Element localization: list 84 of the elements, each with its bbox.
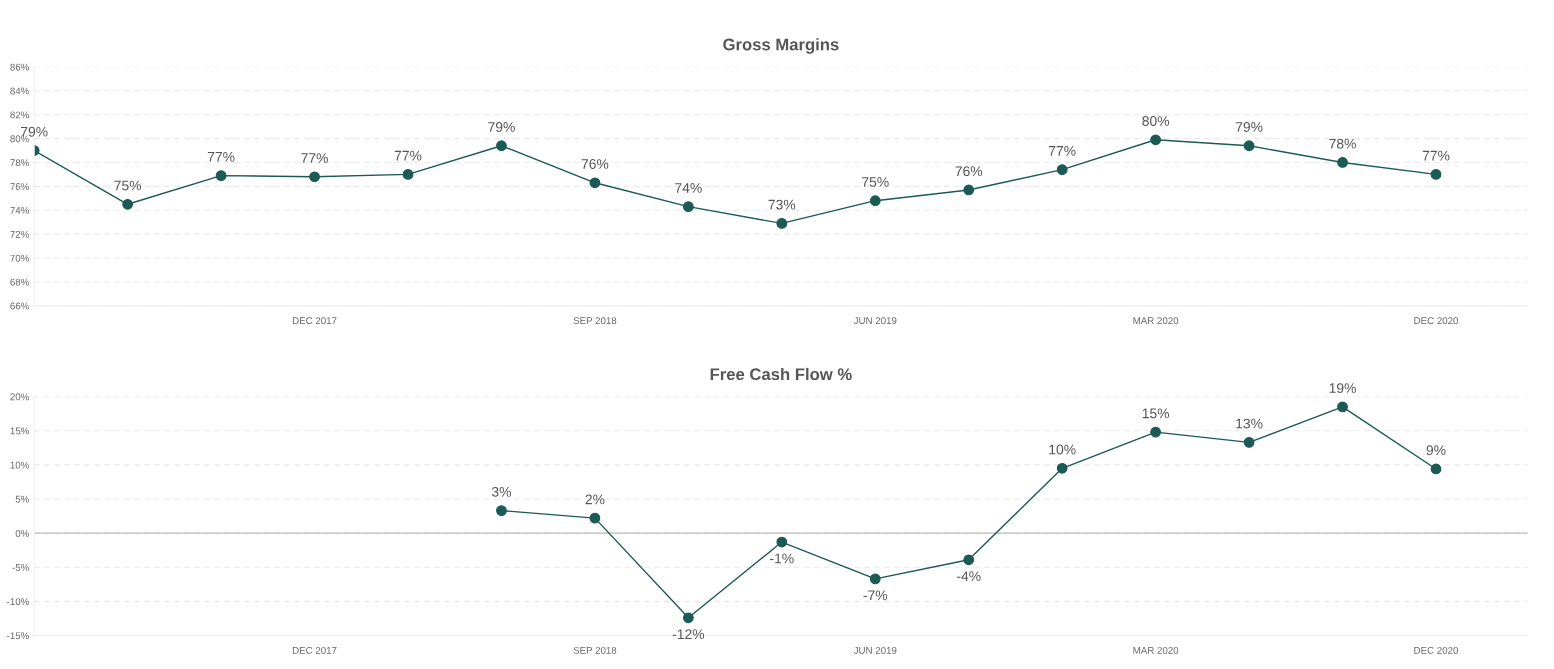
y-tick-label: 72% (10, 230, 29, 238)
point (1243, 436, 1255, 448)
point (589, 177, 601, 189)
point (1430, 463, 1442, 475)
data-label: 79% (488, 122, 515, 132)
x-tick-label: MAR 2020 (1133, 646, 1179, 654)
point (1150, 426, 1162, 438)
y-tick-label: 84% (10, 87, 29, 95)
chart-title: Free Cash Flow % (710, 367, 852, 381)
point (1337, 157, 1348, 168)
data-label: 77% (1048, 146, 1076, 156)
data-label: 80% (1142, 116, 1170, 126)
point (215, 170, 227, 181)
point (1150, 134, 1162, 146)
data-label: -7% (863, 590, 888, 601)
data-label: 77% (301, 153, 328, 163)
data-label: 76% (581, 159, 609, 169)
y-tick-label: 78% (10, 159, 29, 167)
point (402, 169, 414, 180)
y-tick-label: 86% (10, 63, 29, 71)
chart-title: Gross Margins (723, 38, 839, 54)
point (122, 198, 134, 210)
x-tick-label: SEP 2018 (573, 646, 617, 654)
point (963, 554, 975, 566)
data-label: 74% (675, 183, 702, 193)
data-label: 78% (1329, 138, 1356, 149)
data-label: 76% (955, 166, 983, 177)
point (309, 171, 320, 183)
x-tick-label: DEC 2017 (292, 646, 337, 654)
point (963, 184, 975, 196)
x-tick-label: DEC 2020 (1414, 317, 1459, 325)
y-tick-label: 80% (10, 135, 29, 143)
data-label: 77% (207, 151, 235, 162)
point (1337, 401, 1348, 413)
y-tick-label: 20% (10, 393, 29, 401)
data-label: 79% (21, 126, 48, 137)
point (1056, 164, 1068, 176)
data-label: 15% (1142, 408, 1170, 419)
data-label: -1% (770, 553, 794, 564)
x-tick-label: MAR 2020 (1133, 317, 1179, 325)
y-tick-label: 74% (10, 207, 29, 214)
y-tick-label: 66% (10, 302, 29, 310)
data-label: 19% (1329, 383, 1356, 393)
point (1430, 169, 1442, 180)
data-label: 77% (1422, 150, 1450, 161)
y-tick-label: 0% (15, 529, 29, 537)
point (869, 195, 881, 207)
data-label: 73% (768, 199, 796, 210)
y-tick-label: 70% (10, 254, 29, 262)
data-label: 3% (491, 486, 511, 497)
data-label: 77% (394, 150, 422, 161)
y-tick-label: 15% (10, 427, 29, 435)
y-tick-label: 82% (10, 111, 29, 119)
point (682, 612, 694, 624)
data-label: -12% (672, 629, 705, 640)
y-tick-label: -5% (12, 564, 29, 571)
x-tick-label: SEP 2018 (573, 317, 617, 325)
x-tick-label: JUN 2019 (853, 317, 897, 325)
y-tick-label: 76% (10, 183, 29, 190)
data-label: -4% (956, 571, 981, 582)
data-label: 9% (1426, 445, 1446, 456)
y-tick-label: -15% (7, 632, 29, 640)
data-label: 75% (862, 177, 889, 187)
x-tick-label: DEC 2020 (1414, 646, 1459, 654)
y-tick-label: -10% (7, 598, 29, 606)
point (869, 573, 881, 585)
point (776, 536, 788, 548)
data-label: 2% (585, 494, 605, 505)
data-label: 75% (114, 180, 142, 191)
data-label: 10% (1049, 444, 1076, 455)
x-tick-label: JUN 2019 (853, 646, 897, 654)
y-tick-label: 68% (10, 278, 29, 286)
point (496, 505, 507, 517)
y-tick-label: 5% (15, 495, 29, 503)
point (1056, 462, 1068, 474)
point (776, 218, 788, 229)
x-tick-label: DEC 2017 (292, 317, 337, 325)
point (682, 201, 694, 213)
data-label: 13% (1236, 418, 1263, 429)
data-label: 79% (1235, 122, 1263, 132)
point (1243, 140, 1255, 152)
y-tick-label: 10% (10, 461, 29, 469)
point (589, 512, 601, 524)
point (496, 140, 507, 152)
